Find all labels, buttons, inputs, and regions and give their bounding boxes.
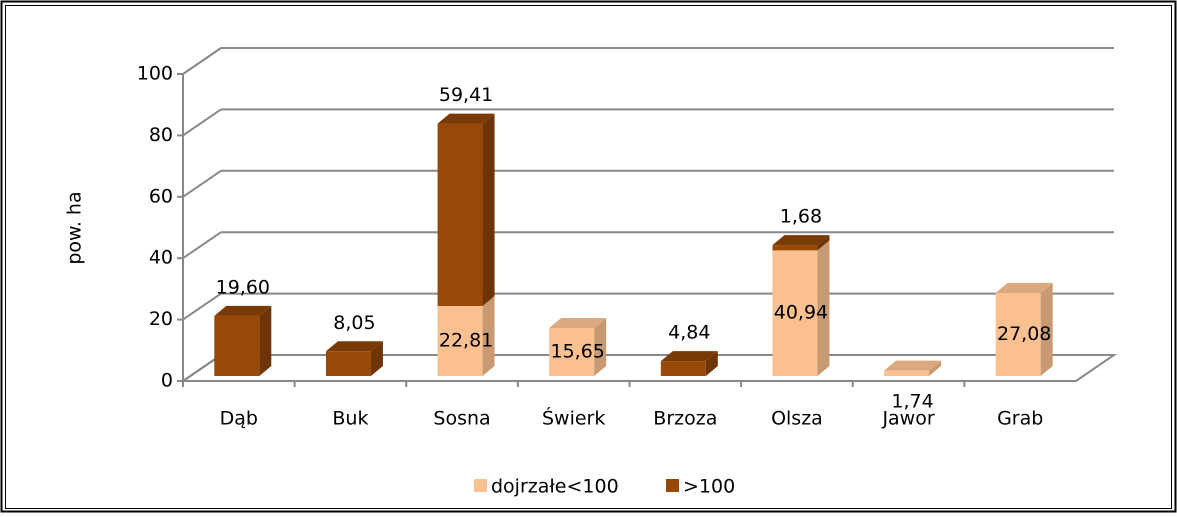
data-label: 4,84	[668, 322, 710, 344]
bar	[772, 245, 818, 251]
bar-top	[884, 360, 942, 371]
data-label: 22,81	[439, 329, 493, 351]
bar-side	[817, 235, 830, 251]
bar-top	[660, 351, 718, 362]
bar-top	[214, 305, 272, 316]
y-tick-label: 0	[161, 370, 173, 392]
legend-label: dojrzałe<100	[491, 476, 619, 498]
bar-top	[549, 317, 607, 328]
bar-side	[817, 240, 830, 376]
x-tick-label: Olsza	[771, 408, 823, 430]
bar-top	[437, 113, 495, 124]
bar	[214, 315, 260, 376]
bar-side	[370, 341, 383, 376]
x-tick-label: Grab	[997, 408, 1043, 430]
bar-side	[594, 317, 607, 376]
x-tick-label: Dąb	[220, 408, 258, 430]
data-label: 19,60	[216, 276, 270, 298]
x-tick-label: Świerk	[542, 406, 605, 430]
y-tick-label: 100	[137, 63, 173, 85]
y-axis-title: pow. ha	[64, 191, 86, 264]
grid-line-side	[182, 231, 222, 260]
data-label: 40,94	[774, 302, 828, 324]
frame-inner	[5, 5, 1172, 509]
bar-top	[772, 235, 830, 246]
grid-line-side	[182, 47, 222, 75]
bar	[549, 327, 595, 376]
bar	[884, 370, 930, 376]
x-tick-label: Buk	[332, 408, 368, 430]
data-label: 8,05	[333, 312, 375, 334]
data-label: 27,08	[997, 323, 1051, 345]
y-tick-label: 80	[149, 124, 173, 146]
legend-swatch	[474, 479, 487, 492]
floor	[179, 354, 1118, 382]
bar	[772, 250, 818, 376]
bar-side	[705, 351, 718, 376]
bar	[660, 361, 706, 376]
y-tick-label: 60	[149, 185, 173, 207]
bar-side	[482, 295, 495, 376]
data-label: 1,74	[891, 391, 933, 413]
x-tick-label: Brzoza	[653, 408, 717, 430]
legend-label: >100	[683, 476, 735, 498]
data-label: 59,41	[439, 84, 493, 106]
bar-side	[482, 113, 495, 306]
x-tick-label: Jawor	[881, 408, 934, 430]
bar	[437, 123, 483, 306]
bar	[437, 305, 483, 376]
y-tick-label: 40	[149, 247, 173, 269]
x-tick-label: Sosna	[433, 408, 490, 430]
bar-top	[325, 341, 383, 352]
grid-line-side	[182, 169, 222, 198]
bar	[995, 292, 1041, 376]
bar-top	[995, 282, 1053, 293]
legend-swatch	[666, 479, 679, 492]
bar-side	[929, 360, 942, 376]
grid-line-side	[182, 292, 222, 321]
y-tick-label: 20	[149, 308, 173, 330]
grid-line-side	[182, 108, 222, 137]
data-label: 15,65	[550, 340, 604, 362]
bar	[325, 351, 371, 376]
bar-side	[259, 305, 272, 376]
bar-side	[1040, 282, 1053, 376]
data-label: 1,68	[780, 206, 822, 228]
